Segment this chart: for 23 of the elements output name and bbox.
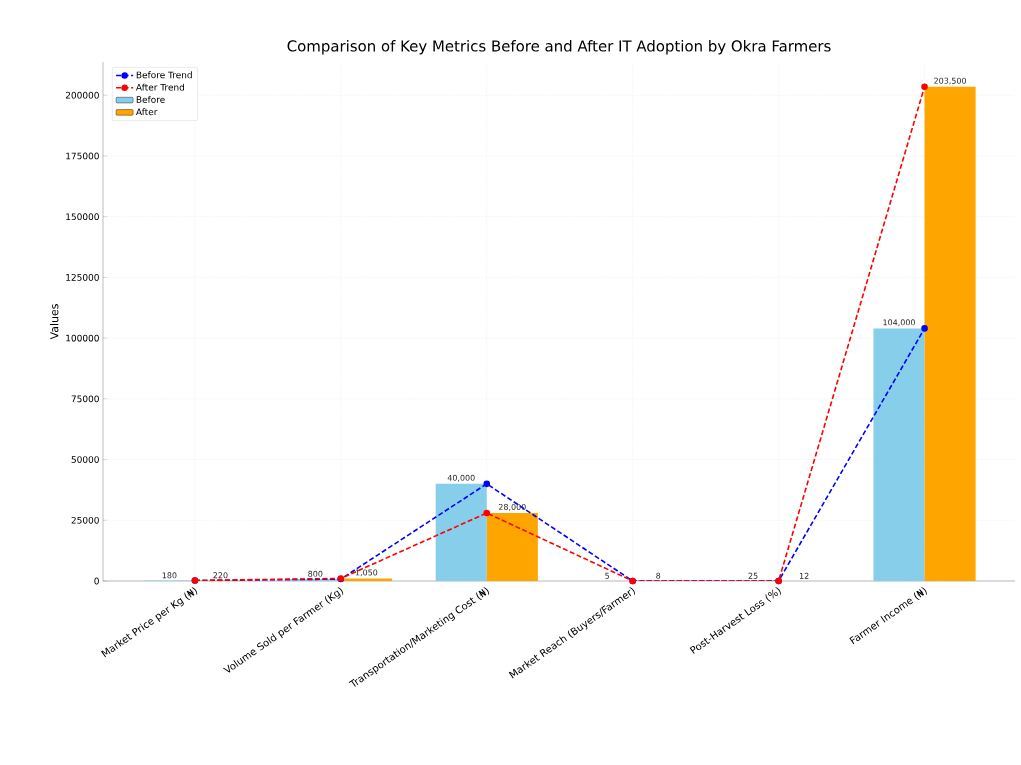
y-tick-label: 100000 (66, 334, 99, 342)
legend-label: Before Trend (136, 71, 192, 79)
y-tick-label: 50000 (71, 456, 99, 463)
y-axis-title: Values (49, 304, 59, 340)
bar (435, 483, 487, 581)
point (483, 480, 491, 488)
y-tick-label: 200000 (65, 91, 99, 99)
y-tick-label: 25000 (71, 516, 99, 524)
y-tick-label: 125000 (66, 273, 99, 281)
bar (924, 86, 976, 581)
legend-label: After (135, 108, 158, 116)
point (483, 509, 491, 517)
legend-label: Before (136, 95, 165, 103)
chart-title: Comparison of Key Metrics Before and After IT Adoption by Okra Farmers (287, 40, 831, 55)
y-tick-label: 175000 (66, 152, 99, 160)
bar (873, 328, 925, 581)
legend-label: After Trend (135, 83, 185, 91)
point (921, 325, 928, 332)
y-tick-label: 150000 (66, 213, 99, 221)
bar (486, 512, 538, 581)
point (921, 83, 928, 91)
y-tick-label: 75000 (71, 395, 99, 403)
y-tick-label: 0 (94, 577, 99, 585)
